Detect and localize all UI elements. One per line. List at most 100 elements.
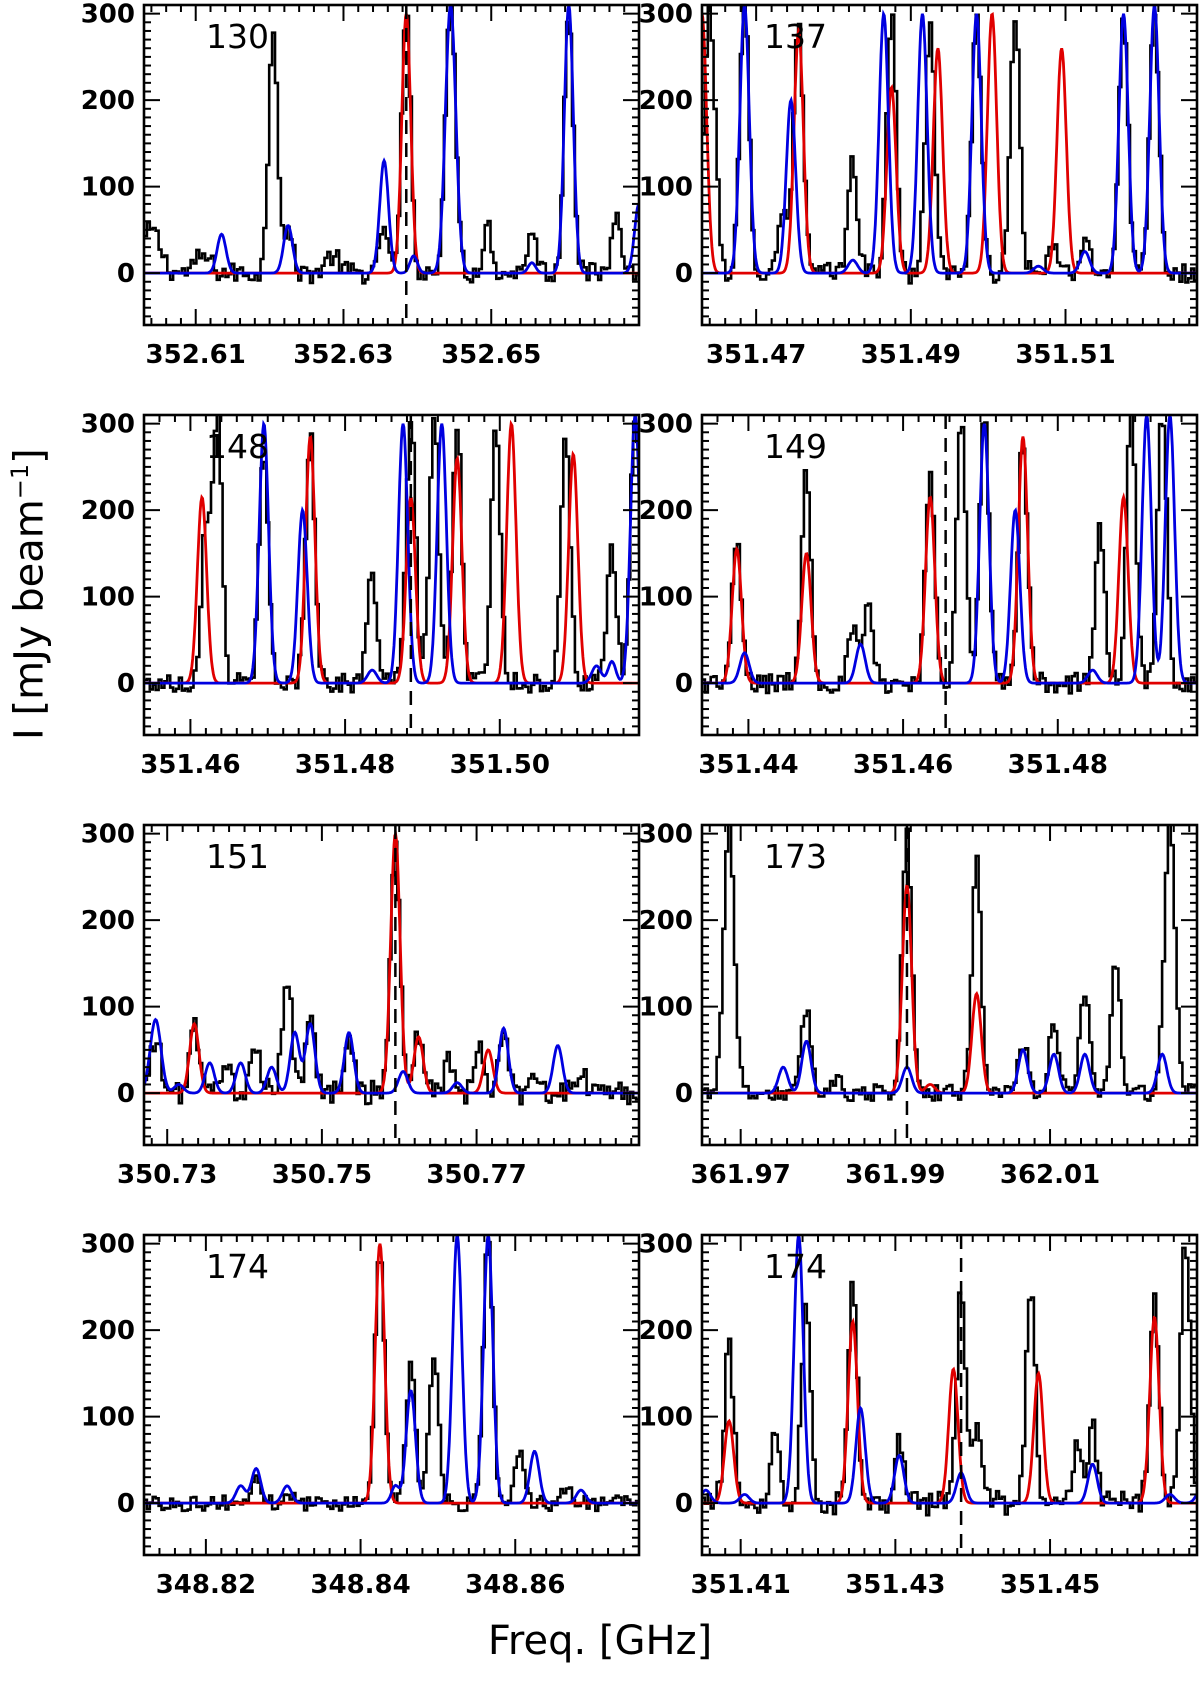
x-tick-label: 351.47 xyxy=(706,340,806,370)
y-tick-label: 100 xyxy=(639,173,693,203)
y-tick-label: 300 xyxy=(81,820,135,850)
y-tick-label: 0 xyxy=(675,669,693,699)
x-tick-label: 351.48 xyxy=(1008,750,1108,780)
panel-1: 0 100 200 300 352.61 352.63 352.65 130 xyxy=(81,0,641,370)
panel-3: 0 100 200 300 351.46 351.48 351.50 148 xyxy=(81,410,641,780)
y-tick-label: 0 xyxy=(117,669,135,699)
y-tick-label: 300 xyxy=(639,1230,693,1260)
plot-area xyxy=(702,5,1197,285)
x-tick-label: 351.48 xyxy=(295,750,395,780)
x-tick-label: 352.63 xyxy=(293,340,393,370)
series-model xyxy=(702,1039,1197,1095)
y-axis-title-close: ] xyxy=(6,448,53,464)
panel-frame xyxy=(700,1233,1199,1557)
panel-title: 148 xyxy=(206,427,269,466)
y-tick-label: 200 xyxy=(639,86,693,116)
x-tick-label: 352.61 xyxy=(146,340,246,370)
y-tick-label: 200 xyxy=(81,1316,135,1346)
x-axis-title-text: Freq. [GHz] xyxy=(487,1618,713,1664)
x-tick-label: 362.01 xyxy=(1000,1160,1100,1190)
panel-title: 149 xyxy=(764,427,827,466)
x-tick-label: 350.77 xyxy=(426,1160,526,1190)
y-tick-label: 0 xyxy=(675,1489,693,1519)
series-observed xyxy=(702,825,1197,1102)
series-model xyxy=(144,1235,639,1505)
y-tick-label: 100 xyxy=(81,583,135,613)
x-tick-label: 351.49 xyxy=(861,340,961,370)
y-tick-label: 300 xyxy=(81,410,135,440)
series-fit xyxy=(702,436,1197,685)
plot-area xyxy=(702,825,1197,1145)
y-tick-label: 200 xyxy=(81,906,135,936)
y-tick-label: 100 xyxy=(81,173,135,203)
y-tick-label: 0 xyxy=(675,259,693,289)
y-axis-title-text: I [mJy beam xyxy=(6,499,53,740)
x-tick-label: 352.65 xyxy=(441,340,541,370)
y-tick-label: 0 xyxy=(675,1079,693,1109)
panel-title: 174 xyxy=(764,1247,827,1286)
x-axis-title: Freq. [GHz] xyxy=(0,1618,1200,1664)
plot-area xyxy=(144,415,639,735)
series-fit xyxy=(702,884,1197,1095)
y-tick-label: 300 xyxy=(639,820,693,850)
panel-title: 173 xyxy=(764,837,827,876)
series-model xyxy=(702,415,1197,685)
y-tick-label: 100 xyxy=(81,1403,135,1433)
plot-area xyxy=(144,1235,639,1513)
panel-frame xyxy=(700,823,1199,1147)
series-fit xyxy=(144,13,639,275)
series-model xyxy=(702,5,1197,275)
y-tick-label: 200 xyxy=(81,496,135,526)
x-tick-label: 348.86 xyxy=(465,1570,565,1600)
panel-title: 151 xyxy=(206,837,269,876)
panel-2: 0 100 200 300 351.47 351.49 351.51 137 xyxy=(639,0,1199,370)
panel-frame xyxy=(142,3,641,327)
x-tick-label: 351.46 xyxy=(140,750,240,780)
series-model xyxy=(144,5,639,275)
plot-area xyxy=(144,825,639,1145)
y-tick-label: 100 xyxy=(639,993,693,1023)
panel-title: 137 xyxy=(764,17,827,56)
panel-frame xyxy=(700,3,1199,327)
y-tick-label: 300 xyxy=(81,1230,135,1260)
x-tick-label: 350.75 xyxy=(272,1160,372,1190)
x-tick-label: 348.82 xyxy=(156,1570,256,1600)
x-tick-label: 350.73 xyxy=(117,1160,217,1190)
x-tick-label: 351.41 xyxy=(691,1570,791,1600)
series-model xyxy=(144,1017,639,1095)
y-tick-label: 200 xyxy=(639,496,693,526)
panel-7: 0 100 200 300 348.82 348.84 348.86 174 xyxy=(81,1230,641,1600)
panel-frame xyxy=(142,823,641,1147)
plot-area xyxy=(144,5,639,325)
panel-title: 130 xyxy=(206,17,269,56)
y-tick-label: 200 xyxy=(639,1316,693,1346)
y-tick-label: 300 xyxy=(639,0,693,30)
x-tick-label: 351.51 xyxy=(1015,340,1115,370)
y-tick-label: 300 xyxy=(639,410,693,440)
x-tick-label: 351.46 xyxy=(853,750,953,780)
y-tick-label: 100 xyxy=(639,1403,693,1433)
plot-area xyxy=(702,415,1197,735)
panel-5: 0 100 200 300 350.73 350.75 350.77 151 xyxy=(81,820,641,1190)
y-tick-label: 200 xyxy=(81,86,135,116)
x-tick-label: 351.45 xyxy=(1000,1570,1100,1600)
panel-8: 0 100 200 300 351.41 351.43 351.45 174 xyxy=(639,1230,1199,1600)
y-tick-label: 200 xyxy=(639,906,693,936)
plot-area xyxy=(702,1235,1197,1555)
series-fit xyxy=(702,12,1197,275)
panel-6: 0 100 200 300 361.97 361.99 362.01 173 xyxy=(639,820,1199,1190)
panel-title: 174 xyxy=(206,1247,269,1286)
y-tick-label: 300 xyxy=(81,0,135,30)
y-tick-label: 100 xyxy=(639,583,693,613)
series-model xyxy=(144,415,639,685)
x-tick-label: 361.99 xyxy=(845,1160,945,1190)
x-tick-label: 361.97 xyxy=(691,1160,791,1190)
x-tick-label: 351.43 xyxy=(845,1570,945,1600)
panel-4: 0 100 200 300 351.44 351.46 351.48 149 xyxy=(639,410,1199,780)
y-axis-title: I [mJy beam−1] xyxy=(6,448,66,740)
series-fit xyxy=(702,1315,1197,1505)
y-axis-title-exponent: −1 xyxy=(6,463,34,500)
x-tick-label: 351.44 xyxy=(698,750,798,780)
y-tick-label: 100 xyxy=(81,993,135,1023)
